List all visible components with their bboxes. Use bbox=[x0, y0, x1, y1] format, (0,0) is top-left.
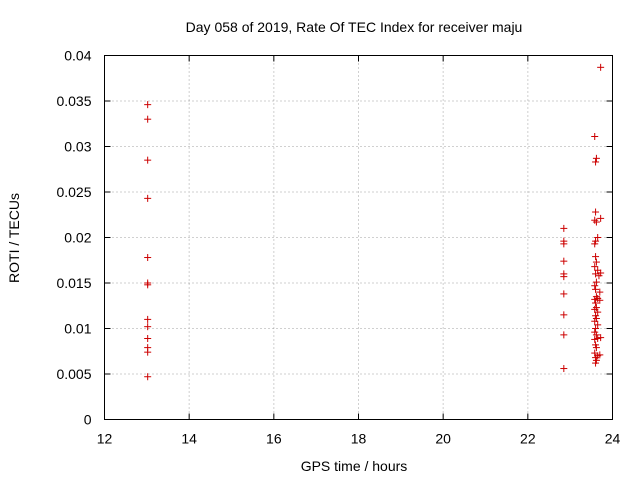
data-point bbox=[591, 295, 599, 303]
data-point bbox=[594, 335, 602, 343]
axis-ticks: 12 14 16 18 20 22 24 0 0.005 0.01 0.015 0.02 0.025 0.… bbox=[56, 48, 620, 447]
y-tick-label: 0.03 bbox=[64, 139, 91, 155]
data-point bbox=[595, 272, 603, 280]
data-point bbox=[144, 373, 152, 381]
data-point bbox=[560, 240, 568, 248]
data-point bbox=[592, 253, 600, 261]
y-tick-label: 0.04 bbox=[64, 48, 91, 64]
x-tick-label: 16 bbox=[266, 431, 282, 447]
data-point bbox=[560, 311, 568, 319]
x-tick-label: 22 bbox=[520, 431, 536, 447]
y-tick-label: 0.015 bbox=[56, 275, 91, 291]
y-tick-label: 0.035 bbox=[56, 93, 91, 109]
data-point bbox=[591, 240, 599, 248]
x-tick-label: 14 bbox=[181, 431, 197, 447]
data-point bbox=[144, 115, 152, 123]
x-tick-label: 12 bbox=[97, 431, 113, 447]
y-axis-label: ROTI / TECUs bbox=[6, 193, 22, 283]
data-point bbox=[591, 216, 599, 224]
data-point bbox=[596, 288, 604, 296]
data-point bbox=[591, 263, 599, 271]
x-tick-label: 18 bbox=[351, 431, 367, 447]
data-point bbox=[144, 101, 152, 109]
data-point bbox=[591, 132, 599, 140]
data-point bbox=[592, 278, 600, 286]
data-point bbox=[594, 308, 602, 316]
data-point bbox=[592, 325, 600, 332]
data-point bbox=[592, 158, 600, 166]
x-tick-label: 20 bbox=[435, 431, 451, 447]
y-tick-label: 0.01 bbox=[64, 321, 91, 337]
y-tick-label: 0.02 bbox=[64, 230, 91, 246]
y-tick-label: 0.005 bbox=[56, 366, 91, 382]
y-tick-label: 0.025 bbox=[56, 184, 91, 200]
data-point bbox=[592, 208, 600, 216]
data-point bbox=[592, 285, 600, 293]
x-axis-label: GPS time / hours bbox=[301, 458, 408, 474]
data-points bbox=[144, 63, 605, 381]
y-tick-label: 0 bbox=[84, 412, 92, 428]
data-point bbox=[591, 282, 599, 290]
data-point bbox=[560, 331, 568, 339]
data-point bbox=[144, 156, 152, 164]
x-tick-label: 24 bbox=[605, 431, 621, 447]
data-point bbox=[560, 257, 568, 265]
data-point bbox=[597, 63, 605, 71]
data-point bbox=[560, 273, 568, 281]
data-point bbox=[592, 218, 600, 226]
data-point bbox=[144, 323, 152, 331]
data-point bbox=[597, 334, 605, 342]
grid-lines bbox=[104, 55, 613, 420]
data-point bbox=[594, 234, 602, 241]
data-point bbox=[560, 365, 568, 373]
data-point bbox=[592, 304, 600, 312]
data-point bbox=[560, 290, 568, 298]
data-point bbox=[144, 281, 152, 289]
data-point bbox=[144, 254, 152, 262]
data-point bbox=[560, 224, 568, 232]
data-point bbox=[594, 321, 602, 329]
data-point bbox=[592, 359, 600, 367]
data-point bbox=[591, 335, 599, 343]
data-point bbox=[592, 331, 600, 339]
data-point bbox=[144, 348, 152, 356]
data-point bbox=[144, 335, 152, 343]
data-point bbox=[596, 296, 604, 304]
data-point bbox=[592, 258, 600, 266]
data-point bbox=[597, 214, 605, 222]
data-point bbox=[592, 299, 600, 307]
data-point bbox=[591, 317, 599, 325]
data-point bbox=[592, 154, 600, 162]
data-point bbox=[592, 344, 600, 352]
data-point bbox=[144, 315, 152, 323]
data-point bbox=[144, 194, 152, 202]
chart-title: Day 058 of 2019, Rate Of TEC Index for r… bbox=[186, 19, 523, 35]
data-point bbox=[592, 270, 600, 278]
